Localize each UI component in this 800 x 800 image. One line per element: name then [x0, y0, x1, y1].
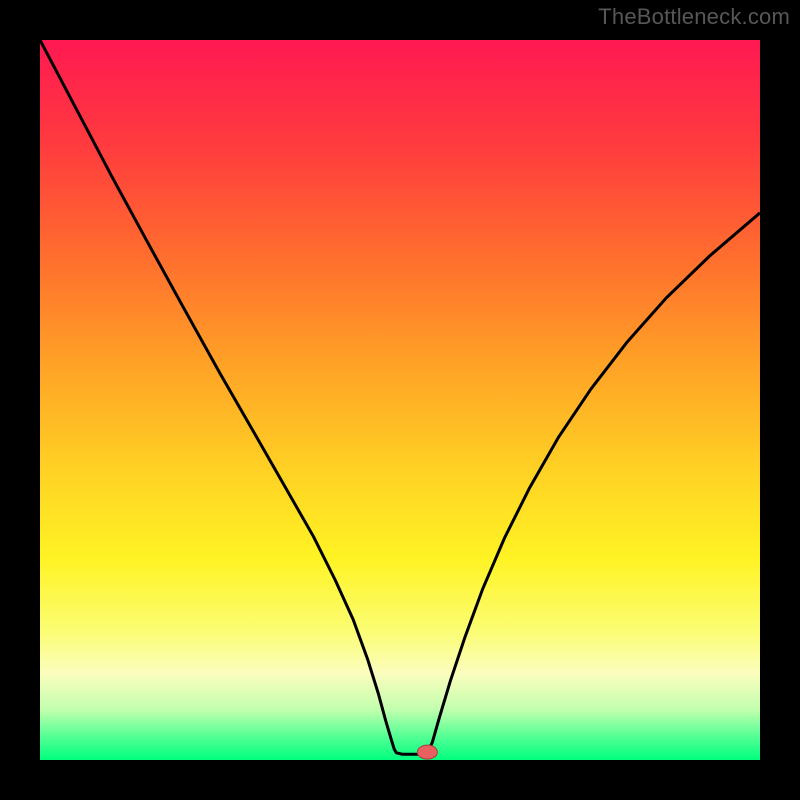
- watermark-text: TheBottleneck.com: [598, 4, 790, 30]
- plot-gradient-background: [40, 40, 760, 760]
- optimal-point-marker: [417, 745, 437, 759]
- bottleneck-chart: [0, 0, 800, 800]
